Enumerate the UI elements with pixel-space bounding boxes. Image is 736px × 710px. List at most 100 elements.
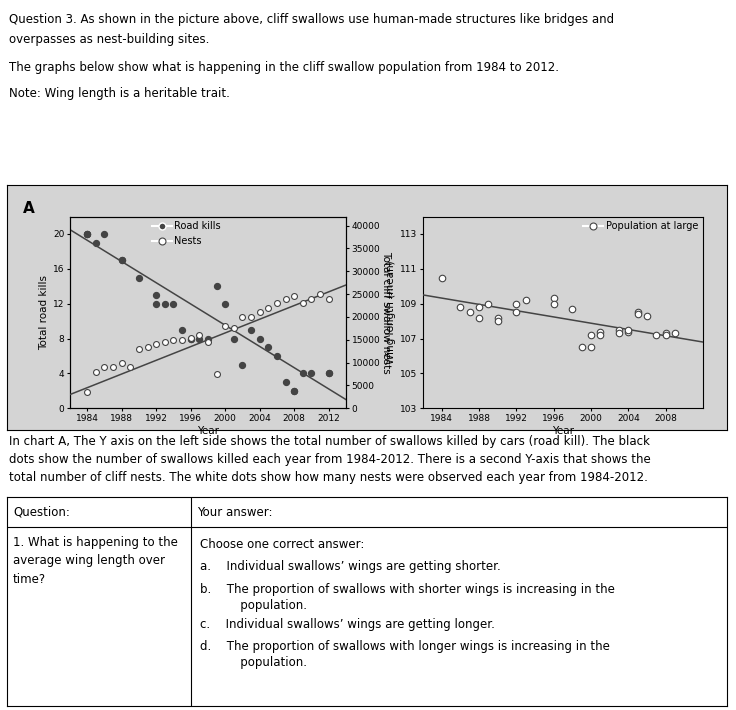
Text: Question:: Question: [13,506,70,519]
Point [150,289,162,300]
Text: a.  Individual swallows’ wings are getting shorter.: a. Individual swallows’ wings are gettin… [199,560,500,574]
Point [280,376,291,388]
Point [631,307,643,318]
Point [595,329,606,341]
Point [323,368,335,379]
Point [185,333,197,344]
Point [455,302,467,313]
Point [107,361,119,373]
Point [289,290,300,302]
Y-axis label: Total road kills: Total road kills [39,275,49,350]
Point [567,303,578,315]
X-axis label: Year: Year [552,425,574,435]
X-axis label: Year: Year [197,425,219,435]
Point [511,298,523,310]
Point [520,295,531,306]
Point [159,337,171,348]
Point [99,361,110,373]
Point [651,329,662,341]
Point [185,333,197,344]
Point [99,229,110,240]
Point [548,293,559,304]
Point [168,298,180,310]
Point [236,311,248,322]
Point [176,324,188,336]
Point [219,298,231,310]
Point [228,333,240,344]
Text: population.: population. [214,656,307,669]
Point [254,333,266,344]
Point [245,311,257,322]
Point [585,342,597,353]
Text: Note: Wing length is a heritable trait.: Note: Wing length is a heritable trait. [9,87,230,99]
Point [659,329,671,341]
Point [297,368,308,379]
Point [473,312,485,323]
Point [323,293,335,305]
Point [141,341,153,352]
Point [613,327,625,339]
Y-axis label: Total cliff swallow nests: Total cliff swallow nests [381,251,392,373]
Point [81,386,93,398]
Text: Your answer:: Your answer: [197,506,272,519]
Point [297,297,308,309]
Point [631,308,643,320]
Point [483,298,495,310]
Point [280,293,291,305]
Text: b.  The proportion of swallows with shorter wings is increasing in the: b. The proportion of swallows with short… [199,583,615,596]
Point [116,254,127,266]
Point [289,385,300,396]
Point [305,368,317,379]
Point [323,368,335,379]
Point [133,272,145,283]
Point [219,320,231,332]
Point [492,315,503,327]
Point [464,307,475,318]
Point [263,342,275,353]
Point [245,324,257,336]
Point [168,334,180,346]
Point [492,312,503,323]
Point [90,366,102,378]
Y-axis label: Wing length (mean): Wing length (mean) [386,261,396,364]
Point [473,302,485,313]
Point [314,288,326,300]
Point [210,368,222,380]
Text: 1. What is happening to the
average wing length over
time?: 1. What is happening to the average wing… [13,536,178,586]
Point [150,339,162,350]
Legend: Population at large: Population at large [584,222,698,231]
Point [81,229,93,240]
Point [124,361,136,373]
Text: d.  The proportion of swallows with longer wings is increasing in the: d. The proportion of swallows with longe… [199,640,609,653]
Point [623,324,634,336]
Legend: Road kills, Nests: Road kills, Nests [152,222,221,246]
Point [576,342,587,353]
Point [90,237,102,248]
Point [436,272,447,283]
Text: dots show the number of swallows killed each year from 1984-2012. There is a sec: dots show the number of swallows killed … [9,453,651,466]
Text: c.  Individual swallows’ wings are getting longer.: c. Individual swallows’ wings are gettin… [199,618,495,630]
Point [116,254,127,266]
Point [194,329,205,341]
Point [228,322,240,334]
Point [659,327,671,339]
Text: A: A [23,201,35,217]
Text: population.: population. [214,599,307,612]
Point [176,334,188,346]
Point [585,329,597,341]
Point [271,297,283,309]
Point [185,332,197,343]
Point [305,293,317,305]
Point [623,326,634,337]
Point [116,357,127,368]
Point [263,302,275,314]
Point [548,298,559,310]
Point [511,307,523,318]
Point [202,333,213,344]
Point [81,229,93,240]
Point [210,280,222,292]
Point [81,229,93,240]
Text: total number of cliff nests. The white dots show how many nests were observed ea: total number of cliff nests. The white d… [9,471,648,484]
Point [133,343,145,354]
Point [150,298,162,310]
